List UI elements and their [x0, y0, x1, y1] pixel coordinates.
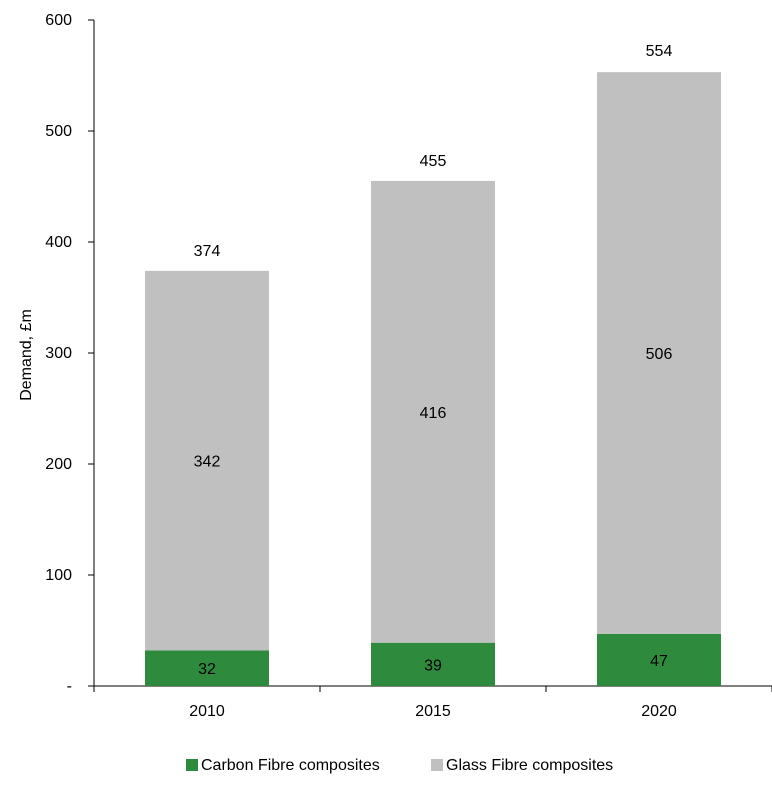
x-axis: 2010 2015 2020	[93, 685, 772, 720]
legend-swatch-carbon	[186, 759, 198, 771]
data-label-total: 455	[420, 153, 447, 170]
y-tick-label: 200	[45, 456, 72, 473]
data-label-carbon: 32	[198, 661, 216, 678]
data-label-glass: 506	[646, 346, 673, 363]
bar-glass-2010	[145, 270, 269, 651]
y-tick-label: 400	[45, 234, 72, 251]
y-tick-label: -	[67, 678, 72, 695]
data-label-glass: 342	[194, 454, 221, 471]
y-tick-label: 600	[45, 12, 72, 29]
legend: Carbon Fibre composites Glass Fibre compo…	[186, 757, 613, 774]
data-label-glass: 416	[420, 405, 447, 422]
x-tick-label: 2010	[189, 703, 225, 720]
y-tick-label: 500	[45, 123, 72, 140]
data-label-total: 374	[194, 243, 221, 260]
bar-carbon-2010	[145, 650, 269, 686]
legend-label-carbon: Carbon Fibre composites	[201, 757, 380, 774]
x-tick-label: 2015	[415, 703, 451, 720]
data-label-carbon: 47	[650, 653, 668, 670]
y-tick-label: 100	[45, 567, 72, 584]
y-axis: - 100 200 300 400 500 600	[45, 12, 95, 695]
x-tick-label: 2020	[641, 703, 677, 720]
bar-glass-2015	[371, 180, 495, 643]
legend-swatch-glass	[431, 759, 443, 771]
y-tick-label: 300	[45, 345, 72, 362]
legend-label-glass: Glass Fibre composites	[446, 757, 613, 774]
bar-carbon-2020	[597, 633, 721, 686]
bars	[145, 72, 721, 686]
y-axis-title: Demand, £m	[18, 309, 35, 401]
data-label-carbon: 39	[424, 657, 442, 674]
data-labels: 32 342 374 39 416 455 47 506 554	[194, 43, 673, 678]
data-label-total: 554	[646, 43, 673, 60]
bar-glass-2020	[597, 72, 721, 634]
bar-carbon-2015	[371, 642, 495, 686]
